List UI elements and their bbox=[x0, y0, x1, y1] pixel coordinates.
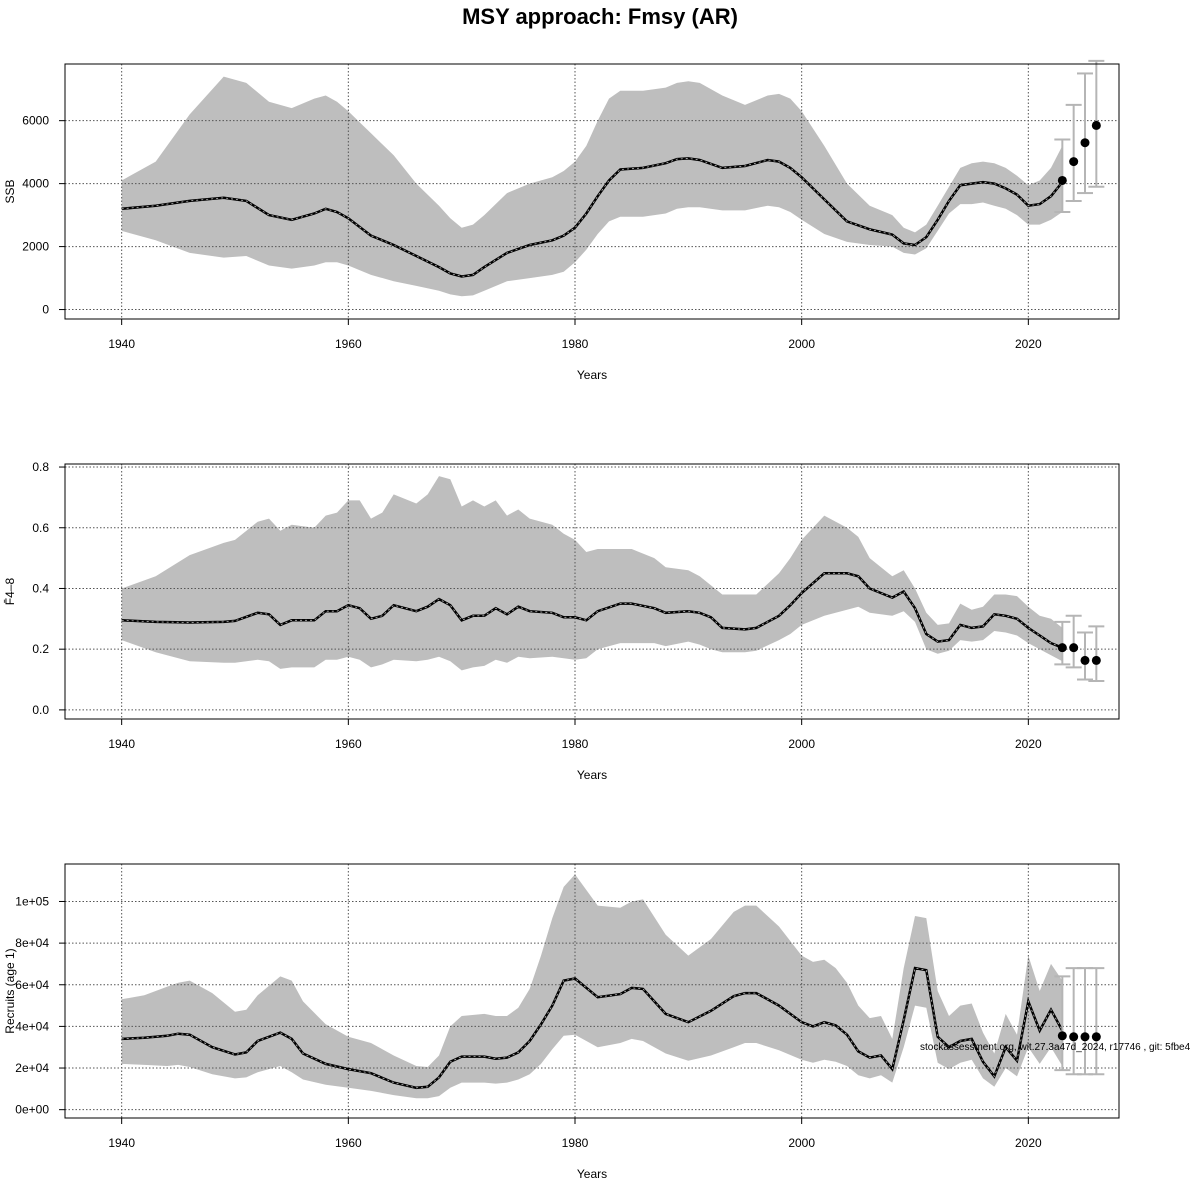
x-tick-label: 1960 bbox=[335, 737, 362, 751]
x-tick-label: 1940 bbox=[108, 337, 135, 351]
y-tick-label: 6e+04 bbox=[15, 978, 49, 992]
forecast-point bbox=[1057, 1031, 1067, 1041]
estimate-line-dash bbox=[121, 157, 1063, 277]
y-tick-label: 2e+04 bbox=[15, 1061, 49, 1075]
estimate-line-dash bbox=[121, 967, 1063, 1089]
y-tick-label: 1e+05 bbox=[15, 894, 49, 908]
confidence-band bbox=[121, 476, 1063, 671]
forecast-point bbox=[1080, 655, 1090, 665]
x-tick-label: 1980 bbox=[562, 1136, 589, 1150]
ssb-panel: 1940 1960 1980 2000 2020 0 2000 4000 6000 Years SS… bbox=[3, 59, 1120, 382]
y-tick-label: 4000 bbox=[22, 177, 49, 191]
x-tick-label: 1940 bbox=[108, 737, 135, 751]
y-tick-label: 0.2 bbox=[32, 642, 49, 656]
x-tick-label: 2000 bbox=[788, 1136, 815, 1150]
footnote: stockassessment.org, wit.27.3a47d_2024, … bbox=[920, 1042, 1191, 1053]
x-axis-label: Years bbox=[577, 368, 607, 382]
x-axis-label: Years bbox=[577, 1167, 607, 1181]
x-tick-label: 1980 bbox=[562, 337, 589, 351]
plot-frame bbox=[64, 863, 1120, 1119]
forecast-point bbox=[1069, 157, 1079, 167]
x-tick-label: 2020 bbox=[1015, 1136, 1042, 1150]
y-tick-label: 0.0 bbox=[32, 703, 49, 717]
x-tick-label: 1980 bbox=[562, 737, 589, 751]
confidence-band bbox=[121, 76, 1063, 297]
y-tick-label: 0.6 bbox=[32, 521, 49, 535]
y-tick-label: 0.4 bbox=[32, 581, 49, 595]
y-axis-label: Recruits (age 1) bbox=[3, 948, 17, 1033]
forecast-point bbox=[1069, 643, 1079, 653]
chart-title: MSY approach: Fmsy (AR) bbox=[462, 4, 738, 29]
forecast-point bbox=[1080, 1032, 1090, 1042]
forecast-point bbox=[1091, 655, 1101, 665]
y-tick-label: 0e+00 bbox=[15, 1103, 49, 1117]
y-tick-label: 6000 bbox=[22, 114, 49, 128]
forecast-point bbox=[1091, 120, 1101, 130]
x-axis-label: Years bbox=[577, 768, 607, 782]
x-tick-label: 2000 bbox=[788, 737, 815, 751]
x-tick-label: 2020 bbox=[1015, 737, 1042, 751]
estimate-line bbox=[121, 572, 1063, 649]
recruitment-panel: 1940 1960 1980 2000 2020 0e+00 2e+04 4e+04 6e+04… bbox=[3, 863, 1120, 1181]
x-tick-label: 1960 bbox=[335, 1136, 362, 1150]
x-tick-label: 1940 bbox=[108, 1136, 135, 1150]
plot-frame bbox=[64, 63, 1120, 320]
forecast-point bbox=[1057, 175, 1067, 185]
forecast-point bbox=[1080, 138, 1090, 148]
x-tick-label: 2000 bbox=[788, 337, 815, 351]
y-tick-label: 4e+04 bbox=[15, 1019, 49, 1033]
y-tick-label: 8e+04 bbox=[15, 936, 49, 950]
x-tick-label: 1960 bbox=[335, 337, 362, 351]
y-tick-label: 0.8 bbox=[32, 460, 49, 474]
y-tick-label: 2000 bbox=[22, 240, 49, 254]
y-axis-label: F̄4–8 bbox=[3, 578, 17, 606]
forecast-point bbox=[1091, 1032, 1101, 1042]
plot-frame bbox=[64, 463, 1120, 720]
fishing-mortality-panel: 1940 1960 1980 2000 2020 0.0 0.2 0.4 0.6 0.8 Years… bbox=[3, 460, 1120, 782]
forecast-point bbox=[1057, 643, 1067, 653]
y-axis-label: SSB bbox=[3, 179, 17, 203]
y-tick-label: 0 bbox=[42, 303, 49, 317]
forecast-point bbox=[1069, 1032, 1079, 1042]
x-tick-label: 2020 bbox=[1015, 337, 1042, 351]
confidence-band bbox=[121, 874, 1063, 1099]
